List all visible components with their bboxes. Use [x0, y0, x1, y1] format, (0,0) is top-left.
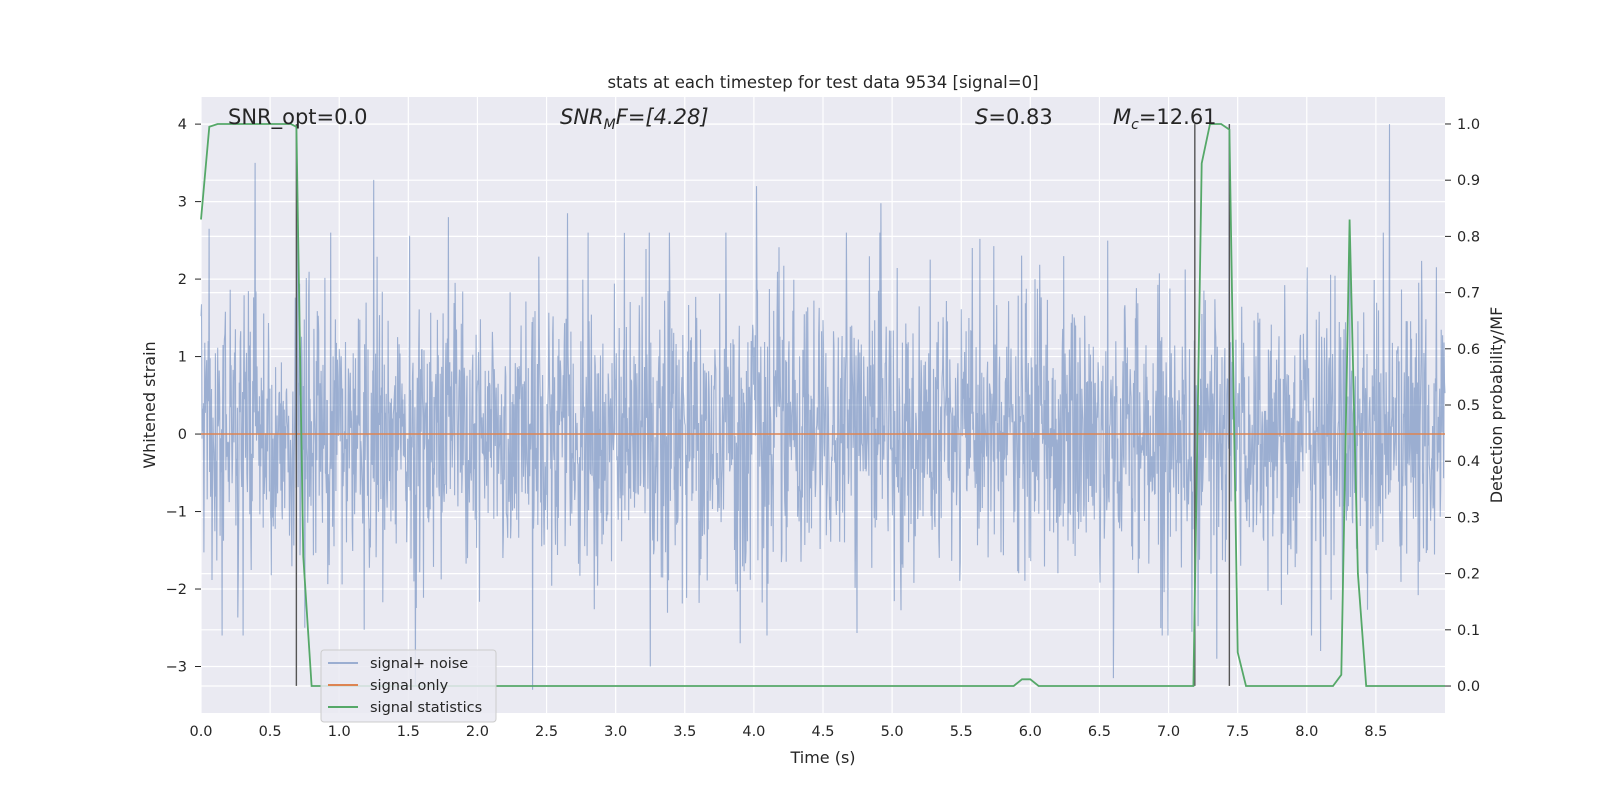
- annotation-snr-opt: SNR_opt=0.0: [228, 105, 368, 130]
- x-tick-label-6: 3.0: [604, 724, 627, 740]
- chart-title: stats at each timestep for test data 953…: [607, 73, 1038, 92]
- legend-label-signal-noise: signal+ noise: [370, 656, 468, 672]
- y-axis-label: Whitened strain: [140, 341, 159, 468]
- x-tick-label-8: 4.0: [742, 724, 765, 740]
- y-tick-label-5: 2: [178, 272, 187, 288]
- x-tick-label-4: 2.0: [466, 724, 489, 740]
- x-tick-label-15: 7.5: [1226, 724, 1249, 740]
- annotation-snr-mf-main: SNR: [560, 105, 604, 129]
- y2-tick-labels: 0.0 0.1 0.2 0.3 0.4 0.5 0.6 0.7 0.8 0.9 1.0: [1445, 117, 1480, 695]
- y2-tick-label-2: 0.2: [1457, 567, 1480, 583]
- annotation-snr-mf: SNRMF=[4.28]: [560, 105, 709, 133]
- legend-label-signal-statistics: signal statistics: [370, 700, 482, 716]
- y-tick-label-0: −3: [166, 660, 187, 676]
- y2-tick-label-10: 1.0: [1457, 117, 1480, 133]
- y-tick-labels: −3 −2 −1 0 1 2 3 4: [166, 117, 201, 676]
- x-tick-labels: 0.0 0.5 1.0 1.5 2.0 2.5 3.0 3.5 4.0 4.5 5.0 5.5 6.0 6…: [189, 724, 1387, 740]
- series-signal-statistics: [200, 123, 1445, 687]
- y2-tick-label-6: 0.6: [1457, 342, 1480, 358]
- annotation-s: S=0.83: [975, 105, 1053, 129]
- x-tick-label-14: 7.0: [1157, 724, 1180, 740]
- y-tick-label-2: −1: [166, 505, 187, 521]
- y2-tick-label-7: 0.7: [1457, 286, 1480, 302]
- x-tick-label-12: 6.0: [1019, 724, 1042, 740]
- annotation-mc-rest: =12.61: [1139, 105, 1217, 129]
- y2-tick-label-9: 0.9: [1457, 173, 1480, 189]
- y2-tick-label-8: 0.8: [1457, 229, 1480, 245]
- x-tick-label-9: 4.5: [811, 724, 834, 740]
- series-signal-noise: [200, 124, 1446, 690]
- y2-axis-label: Detection probability/MF: [1487, 307, 1506, 504]
- annotation-snr-mf-rest: F=[4.28]: [616, 105, 709, 129]
- x-tick-label-7: 3.5: [673, 724, 696, 740]
- y-tick-label-4: 1: [178, 350, 187, 366]
- annotation-mc: Mc=12.61: [1113, 105, 1217, 133]
- y2-tick-label-3: 0.3: [1457, 510, 1480, 526]
- x-tick-label-3: 1.5: [397, 724, 420, 740]
- x-tick-label-16: 8.0: [1295, 724, 1318, 740]
- x-tick-label-1: 0.5: [259, 724, 282, 740]
- x-tick-label-11: 5.5: [950, 724, 973, 740]
- y-tick-label-3: 0: [178, 427, 187, 443]
- x-axis-label: Time (s): [789, 748, 855, 767]
- y2-tick-label-1: 0.1: [1457, 623, 1480, 639]
- x-tick-label-2: 1.0: [328, 724, 351, 740]
- legend: signal+ noise signal only signal statist…: [320, 649, 497, 723]
- legend-label-signal-only: signal only: [370, 678, 449, 694]
- y-tick-label-7: 4: [178, 117, 187, 133]
- x-tick-label-0: 0.0: [189, 724, 212, 740]
- annotation-mc-sub: c: [1131, 117, 1139, 133]
- signal-noise-line: [200, 124, 1446, 690]
- signal-statistics-line: [200, 123, 1445, 687]
- y2-tick-label-5: 0.5: [1457, 398, 1480, 414]
- y2-tick-label-0: 0.0: [1457, 679, 1480, 695]
- annotation-s-main: S: [975, 105, 988, 129]
- x-tick-label-17: 8.5: [1364, 724, 1387, 740]
- annotation-mc-main: M: [1113, 105, 1131, 129]
- annotation-s-rest: =0.83: [988, 105, 1052, 129]
- x-tick-label-10: 5.0: [881, 724, 904, 740]
- y-tick-label-6: 3: [178, 195, 187, 211]
- y2-tick-label-4: 0.4: [1457, 454, 1480, 470]
- y-tick-label-1: −2: [166, 582, 187, 598]
- annotation-snr-mf-sub: M: [604, 117, 616, 133]
- x-tick-label-5: 2.5: [535, 724, 558, 740]
- x-tick-label-13: 6.5: [1088, 724, 1111, 740]
- legend-box: [320, 649, 497, 723]
